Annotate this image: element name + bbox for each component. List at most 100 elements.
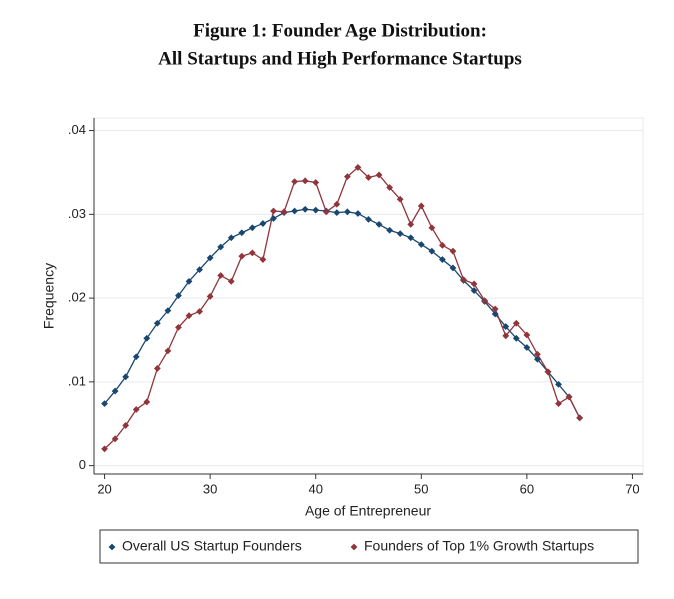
marker (322, 208, 330, 216)
marker (470, 280, 478, 288)
marker (164, 307, 172, 315)
marker (428, 224, 436, 232)
series-line (104, 166, 581, 450)
y-tick-label: .02 (68, 290, 86, 305)
marker (175, 292, 182, 299)
marker (386, 226, 394, 234)
marker (396, 195, 404, 203)
marker (259, 256, 267, 263)
x-tick-label: 30 (203, 481, 217, 496)
marker (132, 406, 140, 413)
y-tick-label: .01 (68, 373, 86, 388)
chart-subtitle: All Startups and High Performance Startu… (158, 48, 522, 69)
marker (143, 334, 151, 342)
marker (502, 332, 510, 340)
marker (175, 324, 182, 331)
marker (153, 319, 161, 327)
marker (143, 398, 151, 406)
marker (333, 209, 341, 217)
marker (439, 256, 446, 263)
marker (227, 277, 235, 285)
legend-label: Founders of Top 1% Growth Startups (364, 538, 594, 554)
marker (101, 445, 108, 453)
marker (576, 414, 584, 422)
marker (206, 254, 214, 262)
marker (481, 297, 489, 305)
marker (238, 252, 246, 260)
marker (449, 247, 457, 255)
marker (365, 174, 372, 181)
marker (248, 224, 256, 232)
marker (270, 215, 277, 222)
marker (227, 234, 235, 242)
marker (312, 206, 320, 214)
marker (301, 205, 309, 213)
marker (153, 365, 161, 372)
legend-marker (350, 543, 358, 551)
marker (343, 173, 351, 181)
marker (185, 312, 193, 320)
marker (407, 220, 415, 228)
marker (407, 234, 415, 242)
marker (301, 177, 309, 185)
marker (555, 400, 562, 408)
marker (365, 215, 372, 223)
y-axis-label: Frequency (41, 263, 57, 329)
x-tick-label: 50 (414, 481, 428, 496)
legend: Overall US Startup Founders Founders of T… (99, 529, 639, 564)
marker (375, 220, 383, 228)
x-tick-label: 40 (308, 481, 322, 496)
marker (333, 200, 341, 208)
x-tick-label: 20 (97, 481, 111, 496)
marker (122, 422, 130, 429)
marker (196, 266, 203, 274)
y-tick-label: 0 (79, 457, 86, 472)
marker (312, 179, 320, 186)
marker (280, 208, 288, 216)
marker (460, 276, 467, 284)
marker (534, 355, 541, 363)
y-tick-label: .03 (68, 206, 86, 221)
marker (196, 308, 203, 315)
series-line (104, 208, 581, 419)
marker (491, 305, 499, 313)
marker (132, 353, 140, 361)
marker (544, 368, 552, 376)
y-tick-label: .04 (68, 122, 86, 137)
marker (491, 310, 499, 318)
legend-label: Overall US Startup Founders (122, 538, 302, 554)
marker (502, 323, 510, 330)
marker (111, 387, 119, 395)
marker (354, 164, 362, 171)
marker (217, 272, 225, 279)
marker (206, 293, 214, 300)
marker (512, 319, 520, 327)
marker (343, 208, 351, 216)
marker (122, 373, 130, 381)
marker (111, 435, 119, 443)
marker (417, 202, 425, 210)
marker (555, 380, 562, 388)
marker (523, 331, 531, 339)
marker (428, 247, 436, 255)
marker (565, 393, 573, 401)
marker (248, 249, 256, 257)
chart-title: Figure 1: Founder Age Distribution: (193, 20, 487, 41)
marker (512, 334, 520, 342)
marker (101, 400, 108, 408)
marker (354, 210, 362, 217)
marker (259, 220, 267, 227)
marker (417, 241, 425, 248)
marker (270, 207, 277, 215)
marker (185, 277, 193, 285)
marker (449, 264, 457, 272)
marker (396, 230, 404, 237)
marker (238, 229, 246, 237)
marker (439, 241, 446, 249)
marker (470, 287, 478, 294)
marker (534, 350, 541, 358)
legend-box (99, 529, 639, 564)
x-tick-label: 70 (625, 481, 639, 496)
legend-marker (108, 543, 116, 551)
